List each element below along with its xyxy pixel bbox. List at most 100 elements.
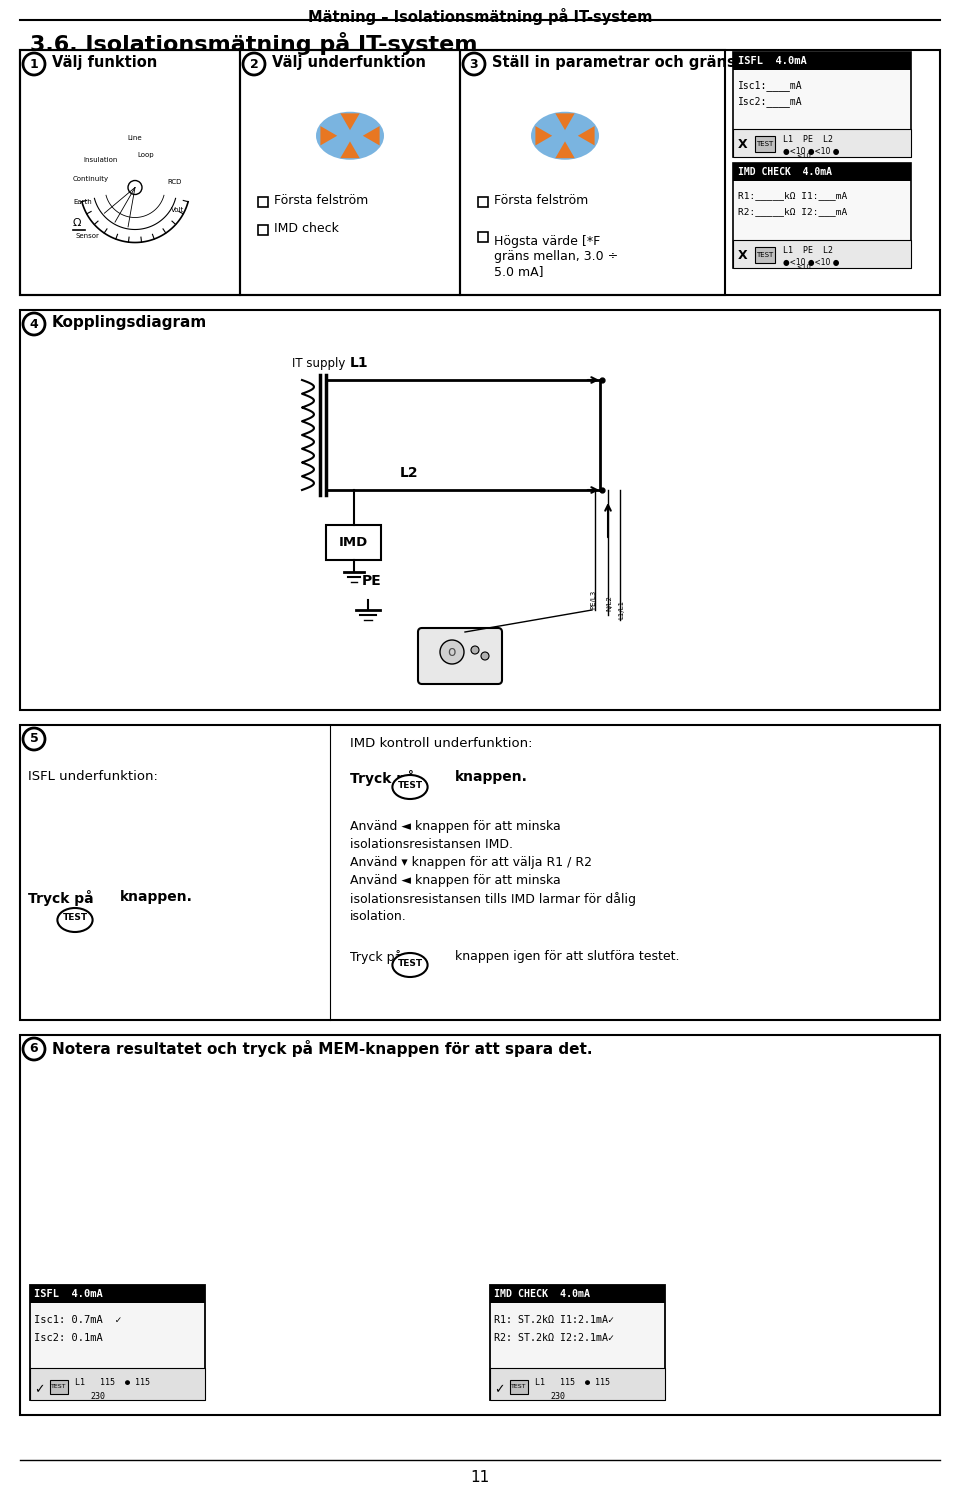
FancyBboxPatch shape bbox=[418, 628, 502, 684]
Text: Högsta värde [*F
gräns mellan, 3.0 ÷
5.0 mA]: Högsta värde [*F gräns mellan, 3.0 ÷ 5.0… bbox=[494, 236, 618, 278]
Text: X: X bbox=[738, 138, 748, 152]
Text: 3.6. Isolationsmätning på IT-system: 3.6. Isolationsmätning på IT-system bbox=[30, 32, 477, 56]
Bar bbox=[50, 1380, 68, 1394]
Circle shape bbox=[243, 53, 265, 75]
Bar bbox=[30, 1368, 205, 1400]
Text: Första felström: Första felström bbox=[494, 194, 588, 207]
Text: ✓: ✓ bbox=[494, 1383, 505, 1396]
Text: Line: Line bbox=[127, 135, 142, 141]
Text: 3: 3 bbox=[469, 57, 478, 70]
Text: 6: 6 bbox=[30, 1042, 38, 1056]
Text: Earth: Earth bbox=[73, 200, 92, 206]
Text: IMD check: IMD check bbox=[274, 222, 339, 234]
Text: isolation.: isolation. bbox=[350, 910, 407, 922]
Text: 1: 1 bbox=[30, 57, 38, 70]
Text: R2: ST.2kΩ I2:2.1mA✓: R2: ST.2kΩ I2:2.1mA✓ bbox=[494, 1334, 614, 1342]
Text: Tryck på: Tryck på bbox=[350, 770, 416, 786]
Text: Kopplingsdiagram: Kopplingsdiagram bbox=[52, 315, 207, 330]
Text: ISFL  4.0mA: ISFL 4.0mA bbox=[34, 1288, 103, 1299]
Text: L2: L2 bbox=[400, 466, 419, 480]
Text: o: o bbox=[447, 645, 456, 658]
Ellipse shape bbox=[58, 908, 92, 932]
Ellipse shape bbox=[393, 776, 427, 800]
Bar bbox=[733, 164, 911, 268]
Text: RCD: RCD bbox=[167, 180, 181, 186]
Text: TEST: TEST bbox=[51, 1384, 67, 1389]
Text: IMD: IMD bbox=[339, 536, 368, 549]
Text: L1   115  ● 115: L1 115 ● 115 bbox=[75, 1378, 150, 1388]
Bar bbox=[460, 50, 725, 296]
Text: R1:_____kΩ I1:___mA: R1:_____kΩ I1:___mA bbox=[738, 190, 848, 200]
Text: ●<10 ●<10 ●: ●<10 ●<10 ● bbox=[783, 258, 839, 267]
Text: isolationsresistansen IMD.: isolationsresistansen IMD. bbox=[350, 839, 513, 850]
Text: Ställ in parametrar och gränser: Ställ in parametrar och gränser bbox=[492, 56, 753, 70]
Text: Använd ▾ knappen för att välja R1 / R2: Använd ▾ knappen för att välja R1 / R2 bbox=[350, 856, 592, 868]
Text: IMD CHECK  4.0mA: IMD CHECK 4.0mA bbox=[494, 1288, 590, 1299]
Text: Första felström: Första felström bbox=[274, 194, 369, 207]
Bar bbox=[30, 1286, 205, 1400]
Text: Ω: Ω bbox=[73, 217, 82, 228]
Circle shape bbox=[471, 646, 479, 654]
Text: 11: 11 bbox=[470, 1470, 490, 1485]
Text: IMD kontroll underfunktion:: IMD kontroll underfunktion: bbox=[350, 736, 533, 750]
Text: R1: ST.2kΩ I1:2.1mA✓: R1: ST.2kΩ I1:2.1mA✓ bbox=[494, 1316, 614, 1324]
Circle shape bbox=[23, 728, 45, 750]
Circle shape bbox=[481, 652, 489, 660]
Text: ●<10 ●<10 ●: ●<10 ●<10 ● bbox=[783, 147, 839, 156]
Text: Sensor: Sensor bbox=[75, 232, 99, 238]
Text: 230: 230 bbox=[90, 1392, 105, 1401]
Bar bbox=[30, 1286, 205, 1304]
Ellipse shape bbox=[316, 112, 384, 160]
Text: Notera resultatet och tryck på MEM-knappen för att spara det.: Notera resultatet och tryck på MEM-knapp… bbox=[52, 1040, 592, 1058]
Text: L1/L1: L1/L1 bbox=[618, 600, 624, 619]
Bar bbox=[733, 129, 911, 158]
Bar bbox=[478, 196, 488, 207]
Text: Välj underfunktion: Välj underfunktion bbox=[272, 56, 426, 70]
Ellipse shape bbox=[393, 952, 427, 976]
Text: TEST: TEST bbox=[756, 141, 774, 147]
Bar bbox=[258, 225, 268, 236]
Text: TEST: TEST bbox=[397, 780, 422, 789]
Bar bbox=[478, 232, 488, 242]
Text: TEST: TEST bbox=[512, 1384, 527, 1389]
Text: <10: <10 bbox=[796, 153, 811, 159]
Text: Continuity: Continuity bbox=[73, 177, 109, 183]
Text: ISFL  4.0mA: ISFL 4.0mA bbox=[738, 56, 806, 66]
Text: Insulation: Insulation bbox=[83, 156, 117, 162]
Text: L1  PE  L2: L1 PE L2 bbox=[783, 135, 833, 144]
Bar bbox=[733, 53, 911, 70]
Text: IMD CHECK  4.0mA: IMD CHECK 4.0mA bbox=[738, 166, 832, 177]
Text: X: X bbox=[738, 249, 748, 262]
Text: TEST: TEST bbox=[756, 252, 774, 258]
Text: Välj funktion: Välj funktion bbox=[52, 56, 157, 70]
Circle shape bbox=[128, 180, 142, 195]
Bar bbox=[755, 136, 775, 152]
Circle shape bbox=[23, 314, 45, 334]
Text: PE/L3: PE/L3 bbox=[590, 590, 596, 609]
Bar bbox=[240, 50, 460, 296]
Text: 2: 2 bbox=[250, 57, 258, 70]
Bar bbox=[20, 50, 940, 296]
Bar bbox=[490, 1286, 665, 1400]
Text: Använd ◄ knappen för att minska: Använd ◄ knappen för att minska bbox=[350, 821, 561, 833]
Text: ISFL underfunktion:: ISFL underfunktion: bbox=[28, 770, 157, 783]
Text: IT supply: IT supply bbox=[292, 357, 346, 370]
Bar bbox=[733, 164, 911, 182]
Bar bbox=[510, 1380, 528, 1394]
Bar bbox=[20, 1035, 940, 1414]
Text: TEST: TEST bbox=[397, 958, 422, 968]
Text: ✓: ✓ bbox=[34, 1383, 44, 1396]
Bar bbox=[326, 525, 381, 560]
Bar bbox=[258, 196, 268, 207]
Text: Loop: Loop bbox=[137, 153, 154, 159]
Text: Isc2: 0.1mA: Isc2: 0.1mA bbox=[34, 1334, 103, 1342]
Bar bbox=[733, 240, 911, 268]
Text: isolationsresistansen tills IMD larmar för dålig: isolationsresistansen tills IMD larmar f… bbox=[350, 892, 636, 906]
Text: Isc1: 0.7mA  ✓: Isc1: 0.7mA ✓ bbox=[34, 1316, 122, 1324]
Bar bbox=[20, 310, 940, 710]
Text: Tryck på: Tryck på bbox=[28, 890, 94, 906]
Text: L1: L1 bbox=[350, 356, 369, 370]
Text: Isc2:____mA: Isc2:____mA bbox=[738, 96, 803, 106]
Bar bbox=[490, 1368, 665, 1400]
Ellipse shape bbox=[531, 112, 599, 160]
